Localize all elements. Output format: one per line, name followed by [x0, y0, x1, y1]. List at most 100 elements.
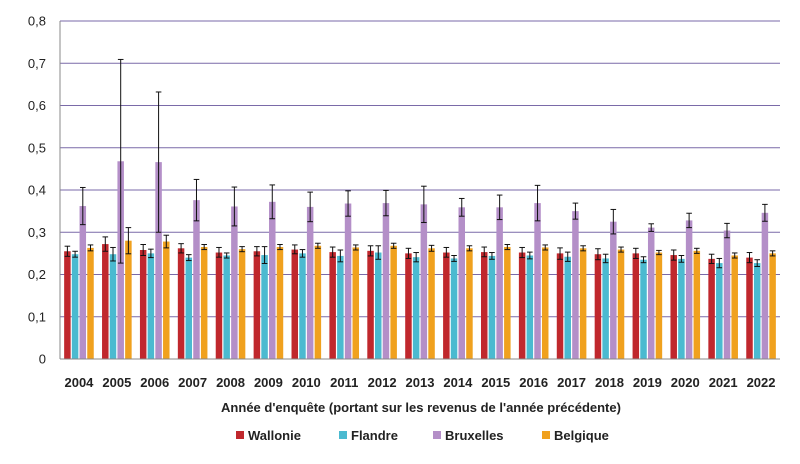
- bar-wallonie: [480, 252, 488, 359]
- error-bar: [239, 246, 245, 253]
- legend-label: Bruxelles: [445, 428, 504, 443]
- x-tick-label: 2013: [406, 375, 435, 390]
- bar-bruxelles: [269, 201, 276, 359]
- error-bar: [542, 244, 549, 251]
- error-bar: [731, 252, 738, 259]
- error-bar: [110, 246, 116, 262]
- error-bars: [64, 58, 776, 269]
- error-bar: [678, 254, 685, 263]
- error-bar: [595, 248, 601, 261]
- bar-belgique: [504, 247, 511, 359]
- bar-belgique: [541, 247, 549, 359]
- x-tick-label: 2020: [671, 375, 700, 390]
- y-tick-label: 0,5: [28, 140, 46, 155]
- x-tick-label: 2004: [64, 375, 94, 390]
- bar-wallonie: [708, 258, 715, 359]
- bar-flandre: [678, 258, 685, 359]
- bars: [64, 161, 776, 359]
- error-bar: [564, 251, 571, 262]
- y-tick-label: 0,6: [28, 98, 46, 113]
- bar-flandre: [450, 258, 458, 359]
- error-bar: [125, 227, 132, 255]
- error-bar: [307, 191, 313, 223]
- bar-belgique: [731, 255, 738, 359]
- bar-belgique: [163, 241, 170, 359]
- bar-bruxelles: [685, 220, 693, 359]
- bar-belgique: [276, 247, 284, 359]
- bar-wallonie: [632, 253, 640, 359]
- legend-label: Belgique: [554, 428, 609, 443]
- bar-flandre: [488, 255, 496, 359]
- bar-wallonie: [443, 252, 450, 359]
- bar-belgique: [428, 248, 435, 359]
- error-bar: [572, 202, 579, 220]
- x-tick-label: 2016: [519, 375, 548, 390]
- error-bar: [148, 248, 154, 259]
- legend-swatch: [542, 431, 550, 439]
- bar-wallonie: [746, 257, 753, 359]
- y-tick-label: 0,8: [28, 14, 46, 29]
- error-bar: [87, 244, 94, 252]
- error-bar: [443, 246, 450, 258]
- error-bar: [694, 247, 700, 254]
- error-bar: [686, 212, 692, 229]
- bar-bruxelles: [382, 203, 390, 359]
- x-tick-label: 2015: [481, 375, 510, 390]
- bar-belgique: [693, 250, 701, 359]
- bar-flandre: [564, 256, 571, 359]
- y-tick-label: 0,2: [28, 267, 46, 282]
- error-bar: [769, 250, 776, 257]
- error-bar: [724, 222, 730, 239]
- bar-bruxelles: [761, 212, 769, 359]
- bar-belgique: [655, 252, 663, 359]
- legend-swatch: [236, 431, 244, 439]
- error-bar: [102, 236, 109, 252]
- bar-wallonie: [215, 252, 223, 359]
- legend-item-belgique: Belgique: [542, 428, 609, 443]
- legend: Wallonie Flandre Bruxelles Belgique: [236, 428, 609, 443]
- axes: [59, 21, 780, 360]
- error-bar: [375, 245, 382, 260]
- legend-swatch: [433, 431, 441, 439]
- error-bar: [163, 234, 170, 249]
- error-bar: [193, 178, 200, 222]
- bar-flandre: [753, 263, 761, 359]
- bar-bruxelles: [306, 206, 314, 359]
- bar-belgique: [352, 247, 360, 359]
- bar-flandre: [147, 253, 155, 359]
- error-bar: [367, 245, 374, 257]
- bar-wallonie: [253, 251, 261, 359]
- bar-wallonie: [405, 253, 412, 359]
- error-bar: [337, 249, 344, 263]
- error-bar: [746, 252, 753, 264]
- legend-label: Wallonie: [248, 428, 301, 443]
- y-tick-label: 0,7: [28, 56, 46, 71]
- error-bar: [504, 244, 511, 251]
- error-bar: [656, 249, 662, 256]
- bar-wallonie: [518, 252, 526, 359]
- bar-belgique: [617, 249, 625, 359]
- error-bar: [534, 184, 541, 222]
- bar-flandre: [109, 254, 117, 359]
- error-bar: [451, 254, 457, 262]
- x-tick-label: 2007: [178, 375, 207, 390]
- x-tick-label: 2019: [633, 375, 662, 390]
- error-bar: [618, 246, 624, 253]
- error-bar: [458, 197, 465, 217]
- error-bar: [496, 194, 503, 221]
- error-bar: [140, 244, 146, 256]
- error-bar: [610, 208, 617, 235]
- error-bar: [481, 246, 488, 258]
- x-tick-label: 2009: [254, 375, 283, 390]
- error-bar: [216, 246, 222, 258]
- bar-bruxelles: [231, 206, 238, 359]
- error-bar: [754, 259, 761, 267]
- error-bar: [383, 189, 389, 217]
- bar-wallonie: [367, 250, 374, 359]
- error-bar: [254, 246, 260, 257]
- bar-flandre: [337, 255, 344, 359]
- bar-bruxelles: [79, 206, 87, 359]
- error-bar: [519, 246, 525, 259]
- x-tick-label: 2006: [140, 375, 169, 390]
